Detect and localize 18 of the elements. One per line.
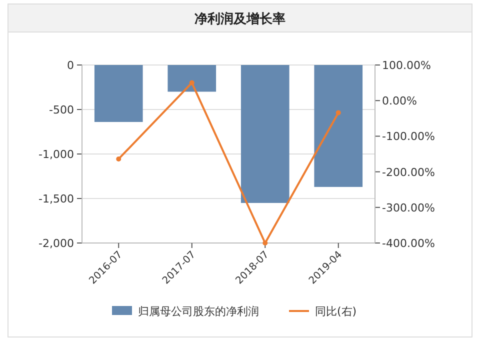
y2-tick-label: -300.00% [382,201,435,214]
legend-label: 归属母公司股东的净利润 [138,305,259,318]
y2-tick-label: -200.00% [382,166,435,179]
y-tick-label: -2,000 [38,237,74,250]
y-tick-label: -500 [49,104,74,116]
y2-tick-label: 100.00% [382,59,431,72]
point [262,240,268,246]
y-tick-label: -1,500 [38,192,74,206]
point [189,80,194,86]
y2-tick-label: -400.00% [382,237,435,250]
y-tick-label: -1,000 [38,148,74,161]
legend-label: 同比(右) [315,305,357,318]
y2-tick-label: -100.00% [382,130,435,144]
point [336,110,341,116]
y-tick-label: 0 [67,59,74,72]
y2-tick-label: 0.00% [382,94,417,108]
chart-title: 净利润及增长率 [194,11,286,27]
point [116,156,122,162]
